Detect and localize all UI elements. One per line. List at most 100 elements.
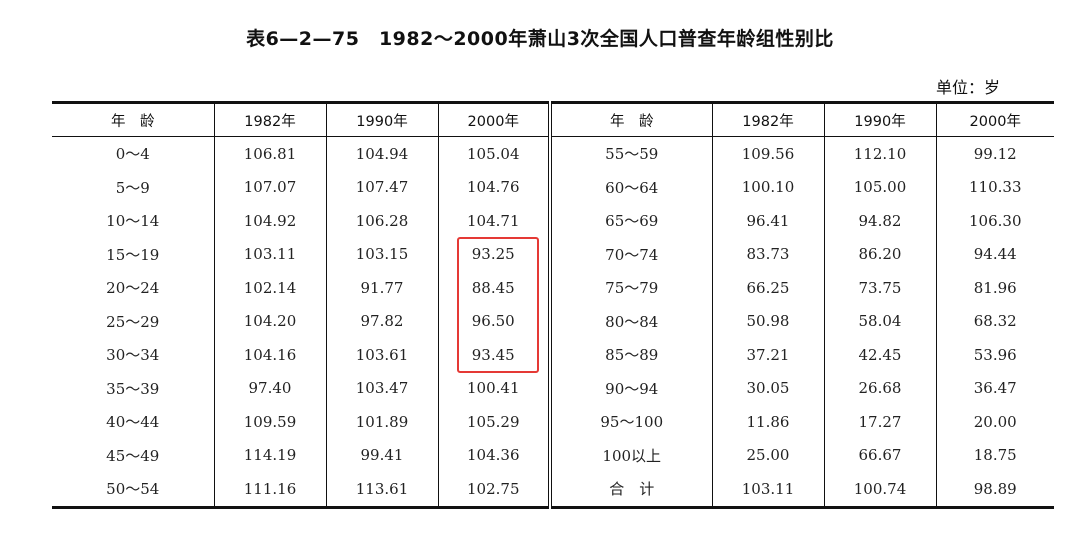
header-1982-right: 1982年 xyxy=(711,102,824,137)
cell-value-2000-right: 99.12 xyxy=(935,136,1054,171)
table-row: 20～24 102.14 91.77 88.45 75～79 66.25 73.75 81.9… xyxy=(52,271,1054,305)
cell-age-right: 70～74 xyxy=(548,237,712,271)
cell-value-1982-right: 25.00 xyxy=(711,438,824,472)
cell-value-1982-right: 103.11 xyxy=(711,472,824,507)
cell-age-left: 30～34 xyxy=(106,346,160,365)
cell-value-2000-right: 81.96 xyxy=(935,271,1054,305)
table-title: 表6—2—75 1982～2000年萧山3次全国人口普查年龄组性别比 xyxy=(246,28,834,50)
cell-value-2000-left: 100.41 xyxy=(437,371,550,405)
cell-value-1982-left: 104.92 xyxy=(213,204,326,238)
table-row: 0～4 106.81 104.94 105.04 55～59 109.56 112.10 99… xyxy=(52,136,1054,171)
cell-value-2000-left: 105.04 xyxy=(437,136,550,171)
cell-value-2000-left: 93.25 xyxy=(437,237,550,271)
cell-value-1982-left: 107.07 xyxy=(213,170,326,204)
cell-age-left: 5～9 xyxy=(115,178,150,197)
header-1990-right: 1990年 xyxy=(823,102,936,137)
table-row: 25～29 104.20 97.82 96.50 80～84 50.98 58.04 68.3… xyxy=(52,304,1054,338)
cell-age-right: 100以上 xyxy=(548,438,712,472)
header-1982-left: 1982年 xyxy=(213,102,326,137)
cell-age-left: 45～49 xyxy=(106,446,160,465)
cell-age-right: 60～64 xyxy=(548,170,712,204)
cell-value-1990-left: 113.61 xyxy=(325,472,438,507)
cell-value-1990-left: 97.82 xyxy=(325,304,438,338)
table-row: 50～54 111.16 113.61 102.75 合 计 103.11 100.74 98… xyxy=(52,472,1054,507)
cell-value-1990-right: 17.27 xyxy=(823,405,936,439)
cell-value-2000-right: 20.00 xyxy=(935,405,1054,439)
cell-value-1982-right: 109.56 xyxy=(711,136,824,171)
cell-value-1990-right: 100.74 xyxy=(823,472,936,507)
cell-age-left: 35～39 xyxy=(106,379,160,398)
cell-value-1990-left: 99.41 xyxy=(325,438,438,472)
cell-value-1990-left: 101.89 xyxy=(325,405,438,439)
cell-age-right: 55～59 xyxy=(548,136,712,171)
cell-value-2000-right: 18.75 xyxy=(935,438,1054,472)
cell-value-1982-right: 37.21 xyxy=(711,338,824,372)
cell-age-left: 20～24 xyxy=(106,279,160,298)
header-age-right: 年 龄 xyxy=(548,102,712,137)
table-row: 45～49 114.19 99.41 104.36 100以上 25.00 66.67 18.… xyxy=(52,438,1054,472)
cell-age-right: 80～84 xyxy=(548,304,712,338)
cell-age-right: 85～89 xyxy=(548,338,712,372)
cell-value-1982-left: 102.14 xyxy=(213,271,326,305)
cell-age-right: 合 计 xyxy=(548,472,712,507)
header-age-left: 年 龄 xyxy=(52,102,214,137)
cell-value-1990-left: 103.61 xyxy=(325,338,438,372)
cell-value-1982-left: 103.11 xyxy=(213,237,326,271)
cell-value-2000-left: 104.36 xyxy=(437,438,550,472)
table-row: 35～39 97.40 103.47 100.41 90～94 30.05 26.68 36.… xyxy=(52,371,1054,405)
cell-value-1982-right: 66.25 xyxy=(711,271,824,305)
cell-value-1990-right: 73.75 xyxy=(823,271,936,305)
table-row: 30～34 104.16 103.61 93.45 85～89 37.21 42.45 53.… xyxy=(52,338,1054,372)
cell-age-left: 10～14 xyxy=(106,212,160,231)
cell-value-1990-left: 103.15 xyxy=(325,237,438,271)
cell-value-2000-right: 53.96 xyxy=(935,338,1054,372)
cell-age-left: 40～44 xyxy=(106,413,160,432)
cell-value-1982-left: 97.40 xyxy=(213,371,326,405)
cell-value-1990-right: 86.20 xyxy=(823,237,936,271)
cell-value-2000-right: 106.30 xyxy=(935,204,1054,238)
cell-value-2000-right: 110.33 xyxy=(935,170,1054,204)
sex-ratio-table: 年 龄 1982年 1990年 2000年 年 龄 1982年 1990年 20… xyxy=(52,101,1054,509)
unit-label: 单位：岁 xyxy=(935,78,1000,97)
cell-value-1990-right: 42.45 xyxy=(823,338,936,372)
cell-value-1982-right: 50.98 xyxy=(711,304,824,338)
cell-value-2000-left: 102.75 xyxy=(437,472,550,507)
cell-age-right: 90～94 xyxy=(548,371,712,405)
cell-value-2000-left: 88.45 xyxy=(437,271,550,305)
cell-value-1990-right: 112.10 xyxy=(823,136,936,171)
cell-value-1990-left: 103.47 xyxy=(325,371,438,405)
header-1990-left: 1990年 xyxy=(325,102,438,137)
cell-value-1982-right: 100.10 xyxy=(711,170,824,204)
cell-value-2000-right: 68.32 xyxy=(935,304,1054,338)
cell-value-2000-left: 93.45 xyxy=(437,338,550,372)
cell-value-1982-right: 96.41 xyxy=(711,204,824,238)
header-row: 年 龄 1982年 1990年 2000年 年 龄 1982年 1990年 20… xyxy=(52,102,1054,137)
cell-value-1982-left: 111.16 xyxy=(213,472,326,507)
cell-value-1990-left: 91.77 xyxy=(325,271,438,305)
cell-value-1982-right: 11.86 xyxy=(711,405,824,439)
cell-value-1990-left: 104.94 xyxy=(325,136,438,171)
cell-age-left: 50～54 xyxy=(106,480,160,499)
header-2000-right: 2000年 xyxy=(935,102,1054,137)
cell-value-1990-right: 66.67 xyxy=(823,438,936,472)
cell-age-left: 0～4 xyxy=(115,145,150,164)
cell-value-1990-right: 94.82 xyxy=(823,204,936,238)
table-row: 10～14 104.92 106.28 104.71 65～69 96.41 94.82 10… xyxy=(52,204,1054,238)
cell-value-1990-right: 58.04 xyxy=(823,304,936,338)
cell-age-left: 25～29 xyxy=(106,312,160,331)
cell-value-2000-left: 104.71 xyxy=(437,204,550,238)
cell-value-1982-right: 30.05 xyxy=(711,371,824,405)
cell-value-2000-left: 105.29 xyxy=(437,405,550,439)
cell-age-right: 65～69 xyxy=(548,204,712,238)
table-row: 40～44 109.59 101.89 105.29 95～100 11.86 17.27 2… xyxy=(52,405,1054,439)
cell-value-2000-right: 98.89 xyxy=(935,472,1054,507)
cell-value-1982-left: 109.59 xyxy=(213,405,326,439)
cell-value-1982-left: 114.19 xyxy=(213,438,326,472)
cell-age-left: 15～19 xyxy=(106,245,160,264)
cell-value-2000-left: 104.76 xyxy=(437,170,550,204)
cell-value-1982-left: 104.16 xyxy=(213,338,326,372)
cell-value-1982-left: 106.81 xyxy=(213,136,326,171)
cell-value-2000-left: 96.50 xyxy=(437,304,550,338)
table-row: 5～9 107.07 107.47 104.76 60～64 100.10 105.00 11… xyxy=(52,170,1054,204)
cell-age-right: 75～79 xyxy=(548,271,712,305)
